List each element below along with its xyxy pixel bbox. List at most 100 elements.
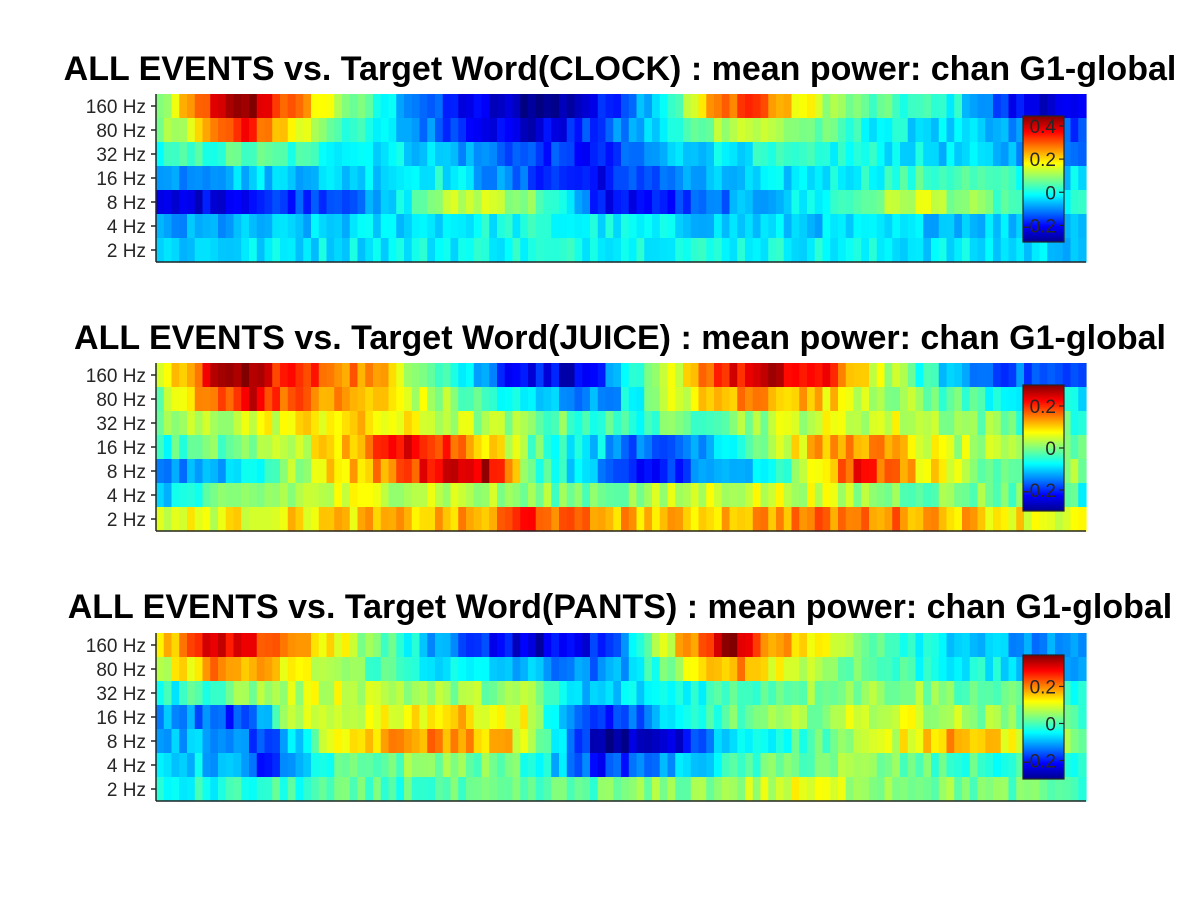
- heatmap-cell: [419, 94, 428, 119]
- heatmap-cell: [233, 729, 242, 754]
- heatmap-cell: [814, 681, 824, 706]
- heatmap-cell: [644, 214, 653, 239]
- heatmap-cell: [714, 238, 723, 263]
- heatmap-cell: [1008, 363, 1017, 388]
- heatmap-cell: [597, 459, 607, 484]
- heatmap-cell: [644, 633, 653, 658]
- heatmap-cell: [318, 777, 328, 802]
- heatmap-cell: [1016, 777, 1025, 802]
- heatmap-cell: [256, 190, 266, 215]
- heatmap-cell: [318, 363, 328, 388]
- heatmap-cell: [1070, 166, 1079, 191]
- heatmap-cell: [233, 118, 242, 143]
- y-tick-label: 16 Hz: [96, 169, 146, 190]
- heatmap-cell: [202, 214, 211, 239]
- heatmap-cell: [838, 753, 847, 778]
- heatmap-cell: [520, 633, 529, 658]
- heatmap-cell: [667, 459, 676, 484]
- heatmap-cell: [838, 459, 847, 484]
- heatmap-cell: [442, 363, 452, 388]
- heatmap-cell: [1016, 411, 1025, 436]
- heatmap-cell: [497, 681, 506, 706]
- heatmap-cell: [574, 142, 583, 167]
- heatmap-cell: [497, 363, 506, 388]
- heatmap-cell: [380, 657, 390, 682]
- heatmap-cell: [419, 238, 428, 263]
- heatmap-cell: [334, 166, 343, 191]
- y-tick-label: 4 Hz: [107, 217, 146, 238]
- heatmap-cell: [1000, 214, 1010, 239]
- heatmap-cell: [776, 753, 785, 778]
- heatmap-cell: [535, 657, 545, 682]
- heatmap-cell: [830, 753, 839, 778]
- heatmap-cell: [218, 190, 227, 215]
- heatmap-cell: [287, 705, 297, 730]
- heatmap-cell: [690, 657, 700, 682]
- heatmap-cell: [993, 753, 1002, 778]
- heatmap-cell: [721, 435, 731, 460]
- heatmap-cell: [357, 142, 366, 167]
- heatmap-cell: [241, 94, 250, 119]
- heatmap-cell: [1016, 94, 1025, 119]
- heatmap-cell: [807, 214, 816, 239]
- heatmap-cell: [156, 657, 165, 682]
- heatmap-cell: [938, 166, 948, 191]
- heatmap-cell: [690, 753, 700, 778]
- heatmap-cell: [1008, 142, 1017, 167]
- heatmap-cell: [721, 411, 731, 436]
- heatmap-cell: [683, 190, 692, 215]
- heatmap-cell: [450, 166, 459, 191]
- heatmap-cell: [241, 190, 250, 215]
- heatmap-cell: [845, 166, 855, 191]
- heatmap-cell: [659, 190, 669, 215]
- heatmap-cell: [272, 166, 281, 191]
- heatmap-cell: [698, 483, 707, 508]
- heatmap-cell: [404, 94, 413, 119]
- heatmap-cell: [187, 411, 196, 436]
- heatmap-cell: [411, 387, 421, 412]
- heatmap-cell: [334, 94, 343, 119]
- heatmap-cell: [264, 459, 273, 484]
- heatmap-cell: [993, 238, 1002, 263]
- heatmap-cell: [962, 363, 971, 388]
- heatmap-cell: [915, 753, 924, 778]
- heatmap-cell: [179, 657, 188, 682]
- heatmap-cell: [605, 142, 614, 167]
- heatmap-cell: [659, 166, 669, 191]
- y-tick-label: 2 Hz: [107, 510, 146, 531]
- heatmap-cell: [768, 459, 777, 484]
- heatmap-cell: [427, 118, 436, 143]
- heatmap-cell: [799, 142, 808, 167]
- heatmap-cell: [535, 459, 545, 484]
- heatmap-cell: [993, 633, 1002, 658]
- heatmap-cell: [233, 238, 242, 263]
- heatmap-cell: [907, 681, 917, 706]
- heatmap-cell: [481, 238, 490, 263]
- heatmap-cell: [543, 753, 552, 778]
- heatmap-cell: [861, 214, 870, 239]
- heatmap-cell: [745, 753, 754, 778]
- heatmap-cell: [272, 363, 281, 388]
- heatmap-cell: [993, 681, 1002, 706]
- heatmap-cell: [163, 411, 173, 436]
- heatmap-cell: [156, 729, 165, 754]
- heatmap-cell: [202, 94, 211, 119]
- heatmap-cell: [396, 214, 405, 239]
- heatmap-cell: [931, 411, 940, 436]
- heatmap-cell: [969, 777, 979, 802]
- heatmap-cell: [597, 142, 607, 167]
- heatmap-cell: [884, 681, 893, 706]
- heatmap-cell: [814, 387, 824, 412]
- heatmap-cell: [473, 753, 483, 778]
- heatmap-cell: [830, 705, 839, 730]
- heatmap-cell: [388, 190, 397, 215]
- heatmap-cell: [233, 459, 242, 484]
- heatmap-cell: [442, 753, 452, 778]
- heatmap-cell: [435, 190, 444, 215]
- heatmap-cell: [907, 459, 917, 484]
- y-tick-label: 8 Hz: [107, 732, 146, 753]
- heatmap-cell: [582, 387, 591, 412]
- heatmap-cell: [287, 483, 297, 508]
- heatmap-cell: [419, 435, 428, 460]
- heatmap-cell: [311, 705, 320, 730]
